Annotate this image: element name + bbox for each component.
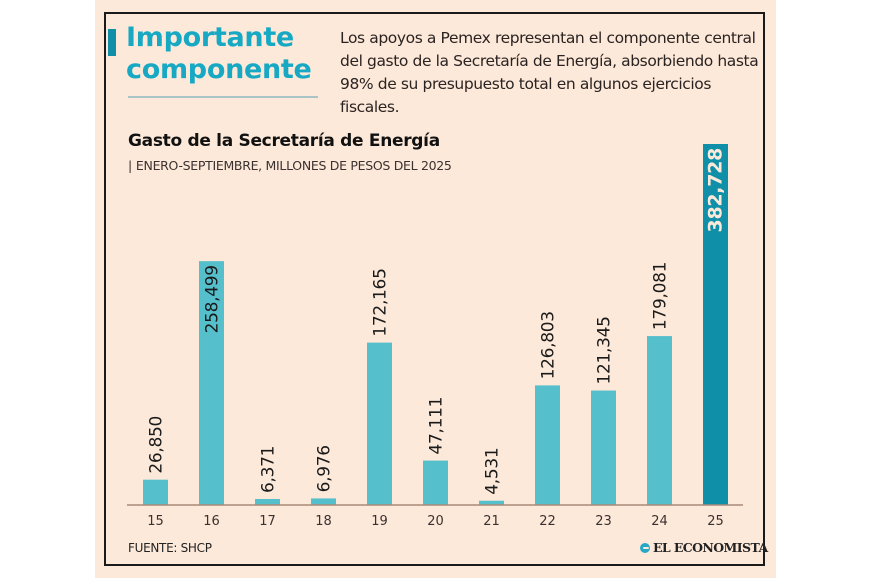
value-label-20: 47,111 (427, 397, 447, 455)
brand-logo-icon (640, 542, 650, 553)
value-label-15: 26,850 (147, 416, 167, 474)
value-label-18: 6,976 (315, 445, 335, 492)
headline-line-2: componente (126, 54, 312, 85)
bar-15 (143, 479, 168, 505)
bar-20 (423, 460, 448, 505)
x-tick-label-15: 15 (147, 514, 164, 529)
value-labels-group: 26,850 258,499 6,371 6,976 172,165 47,111 4,53… (147, 148, 727, 495)
x-tick-label-25: 25 (707, 514, 724, 529)
headline-line-1: Importante (126, 22, 294, 53)
x-tick-label-17: 17 (259, 514, 276, 529)
value-label-23: 121,345 (595, 316, 615, 384)
x-tick-label-24: 24 (651, 514, 668, 529)
headline: Importante componente (126, 22, 312, 86)
value-label-21: 4,531 (483, 448, 503, 495)
x-tick-label-16: 16 (203, 514, 220, 529)
value-label-16: 258,499 (203, 265, 223, 333)
brand-logo: EL ECONOMISTA (640, 540, 768, 555)
brand-name: EL ECONOMISTA (653, 540, 768, 555)
value-label-22: 126,803 (539, 311, 559, 379)
intro-paragraph: Los apoyos a Pemex representan el compon… (340, 29, 759, 116)
bar-19 (367, 342, 392, 505)
bar-25 (703, 144, 728, 505)
bar-22 (535, 385, 560, 505)
chart-subtitle-text: ENERO-SEPTIEMBRE, MILLONES DE PESOS DEL … (135, 158, 452, 173)
x-tick-label-23: 23 (595, 514, 612, 529)
bars-group (143, 144, 728, 505)
bar-17 (255, 498, 280, 505)
headline-accent-mark (108, 29, 116, 56)
bar-21 (479, 500, 504, 505)
bar-16 (199, 261, 224, 505)
chart-title: Gasto de la Secretaría de Energía (128, 131, 440, 151)
x-tick-label-21: 21 (483, 514, 500, 529)
x-tick-label-22: 22 (539, 514, 556, 529)
source-note: FUENTE: SHCP (128, 541, 212, 555)
value-label-17: 6,371 (259, 446, 279, 493)
headline-underline (128, 96, 318, 98)
value-label-24: 179,081 (651, 262, 671, 330)
bar-18 (311, 498, 336, 505)
x-tick-label-18: 18 (315, 514, 332, 529)
bar-23 (591, 390, 616, 505)
subtitle-separator: | (128, 158, 132, 173)
x-tick-label-19: 19 (371, 514, 388, 529)
x-tick-labels-group: 15 16 17 18 19 20 21 22 23 24 25 (147, 514, 724, 529)
value-label-19: 172,165 (371, 268, 391, 336)
x-tick-label-20: 20 (427, 514, 444, 529)
value-label-25: 382,728 (705, 148, 727, 233)
chart-subtitle: | ENERO-SEPTIEMBRE, MILLONES DE PESOS DEL… (128, 158, 452, 173)
bar-24 (647, 336, 672, 505)
